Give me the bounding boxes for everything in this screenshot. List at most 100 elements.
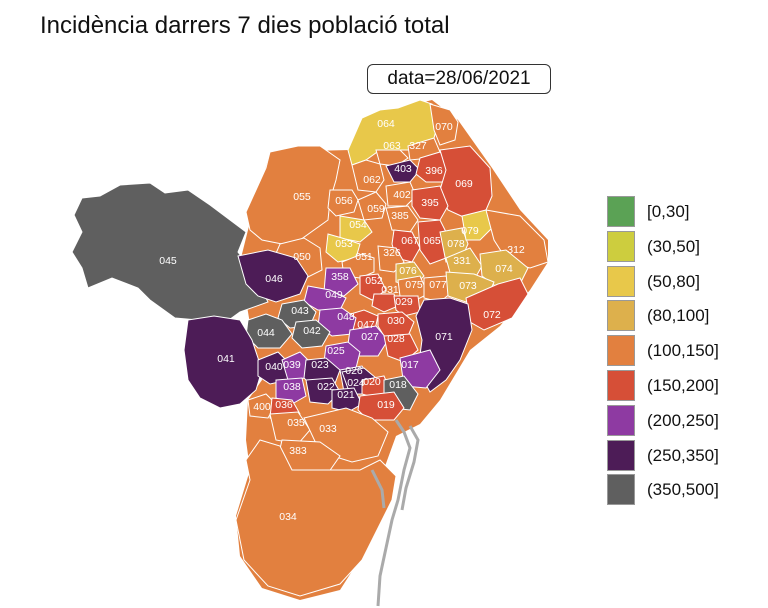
- legend-item[interactable]: (350,500]: [607, 474, 747, 506]
- legend-item[interactable]: (80,100]: [607, 300, 747, 332]
- district-label: 024: [347, 377, 365, 389]
- legend-label: (200,250]: [647, 410, 719, 430]
- district-label: 053: [335, 238, 353, 250]
- district-label: 025: [327, 345, 345, 357]
- district-label: 035: [287, 417, 305, 429]
- legend-label: (250,350]: [647, 445, 719, 465]
- district-label: 065: [423, 235, 441, 247]
- district-label: 041: [217, 353, 235, 365]
- legend-swatch: [607, 474, 635, 506]
- legend-swatch: [607, 265, 635, 297]
- district-label: 045: [159, 255, 177, 267]
- district-label: 022: [317, 381, 335, 393]
- district-label: 020: [363, 376, 381, 388]
- district-label: 064: [377, 118, 395, 130]
- district-label: 071: [435, 331, 453, 343]
- district-label: 027: [361, 331, 379, 343]
- legend-label: [0,30]: [647, 202, 690, 221]
- district-label: 069: [455, 178, 473, 190]
- legend-item[interactable]: (250,350]: [607, 439, 747, 472]
- district-312: [485, 209, 549, 269]
- legend-item[interactable]: (200,250]: [607, 404, 747, 437]
- district-label: 036: [275, 399, 293, 411]
- district-label: 038: [283, 381, 301, 393]
- district-label: 327: [409, 140, 427, 152]
- district-label: 383: [289, 445, 307, 457]
- port-outline: [400, 425, 420, 511]
- district-label: 078: [447, 238, 465, 250]
- district-label: 023: [311, 359, 329, 371]
- district-label: 079: [461, 225, 479, 237]
- region-layer: [71, 99, 549, 600]
- district-label: 055: [293, 191, 311, 203]
- district-label: 044: [257, 327, 275, 339]
- district-label: 028: [387, 333, 405, 345]
- district-059: [357, 191, 387, 221]
- district-358: [323, 267, 359, 297]
- district-label: 312: [507, 244, 525, 256]
- district-075: [397, 275, 429, 301]
- district-label: 021: [337, 389, 355, 401]
- district-385: [385, 205, 419, 233]
- legend-item[interactable]: (150,200]: [607, 370, 747, 402]
- district-label: 017: [401, 359, 419, 371]
- legend-label: (100,150]: [647, 341, 719, 361]
- port-outline: [376, 419, 412, 607]
- legend-item[interactable]: (100,150]: [607, 335, 747, 367]
- district-label: 070: [435, 121, 453, 133]
- legend-label: (150,200]: [647, 376, 719, 395]
- district-label: 040: [265, 361, 283, 373]
- district-label: 034: [279, 511, 297, 523]
- district-label: 077: [429, 279, 447, 291]
- district-label: 039: [283, 359, 301, 371]
- district-019: [357, 391, 405, 421]
- district-077: [423, 275, 453, 303]
- district-label: 052: [365, 275, 383, 287]
- legend-swatch: [607, 300, 635, 332]
- legend-label: (30,50]: [647, 236, 700, 256]
- district-402: [385, 181, 417, 207]
- legend-item[interactable]: (50,80]: [607, 265, 747, 298]
- district-label: 074: [495, 263, 513, 275]
- district-034: [235, 439, 397, 597]
- legend-label: (50,80]: [647, 271, 700, 291]
- legend-item[interactable]: [0,30]: [607, 196, 747, 228]
- district-label-layer: 064 070 063 327 403 396 069 062 055 056 059 402 395 3…: [159, 118, 525, 523]
- legend-swatch: [607, 230, 635, 262]
- district-label: 056: [335, 195, 353, 207]
- district-label: 075: [405, 279, 423, 291]
- legend-item[interactable]: (30,50]: [607, 230, 747, 263]
- district-label: 051: [355, 251, 373, 263]
- district-029: [393, 295, 421, 317]
- district-label: 054: [349, 219, 367, 231]
- district-label: 331: [453, 255, 471, 267]
- district-046: [237, 249, 309, 303]
- district-072: [465, 277, 529, 331]
- map-title: Incidència darrers 7 dies població total: [40, 12, 450, 39]
- district-062: [351, 159, 385, 193]
- date-annotation: data=28/06/2021: [367, 64, 551, 94]
- district-label: 358: [331, 271, 349, 283]
- district-045: [71, 182, 269, 326]
- district-021: [331, 387, 363, 413]
- district-label: 019: [377, 399, 395, 411]
- legend-label: (80,100]: [647, 306, 710, 326]
- district-label: 030: [387, 315, 405, 327]
- district-label: 049: [325, 289, 343, 301]
- legend-swatch: [607, 196, 635, 227]
- legend-swatch: [607, 370, 635, 401]
- district-403: [385, 159, 421, 183]
- district-label: 326: [383, 247, 401, 259]
- district-label: 033: [319, 423, 337, 435]
- district-label: 059: [367, 203, 385, 215]
- district-label: 385: [391, 210, 409, 222]
- district-054: [339, 215, 373, 243]
- legend-swatch: [607, 439, 635, 471]
- district-label: 050: [293, 251, 311, 263]
- district-label: 402: [393, 189, 411, 201]
- district-label: 042: [303, 325, 321, 337]
- district-label: 029: [395, 296, 413, 308]
- district-label: 396: [425, 165, 443, 177]
- district-label: 048: [337, 311, 355, 323]
